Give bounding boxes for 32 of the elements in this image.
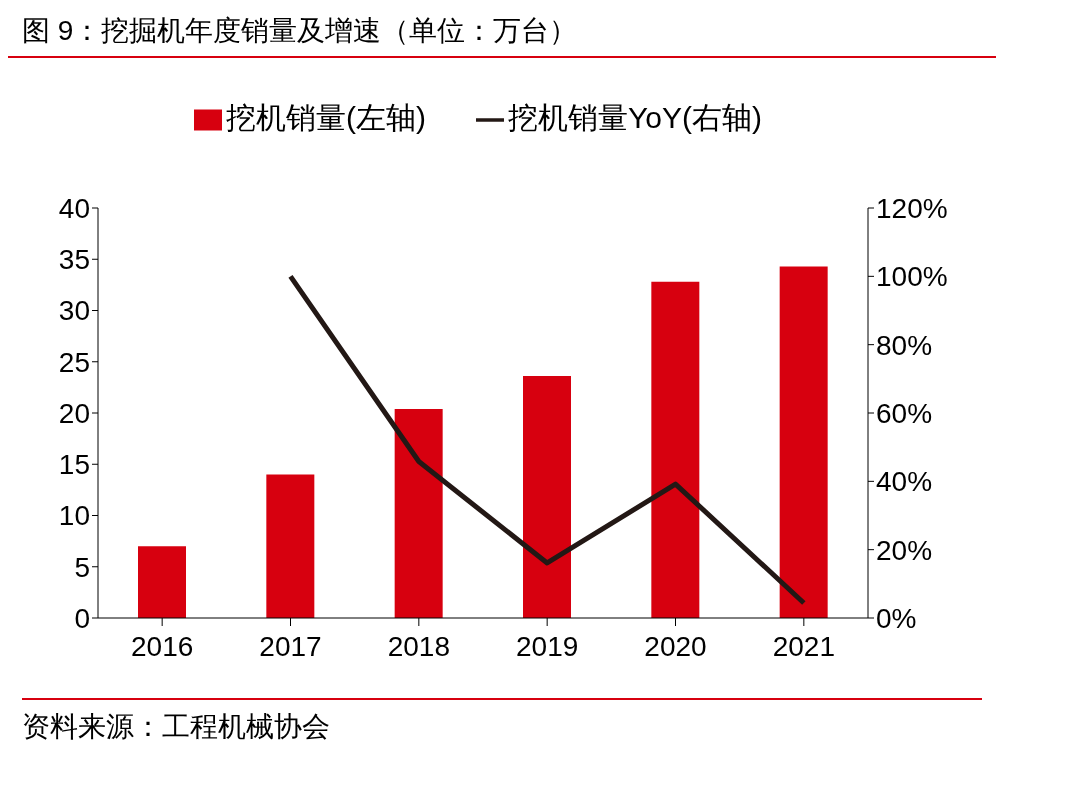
y-tick-label: 10 xyxy=(58,500,90,532)
bar xyxy=(394,408,443,618)
chart-title: 图 9：挖掘机年度销量及增速（单位：万台） xyxy=(8,8,996,58)
y-tick-label: 35 xyxy=(58,244,90,276)
x-tick-label: 2016 xyxy=(131,630,194,662)
y2-tick-label: 80% xyxy=(876,329,933,361)
y2-tick-label: 100% xyxy=(876,261,948,293)
x-tick-label: 2020 xyxy=(644,630,707,662)
x-tick-label: 2018 xyxy=(387,630,450,662)
x-tick-label: 2017 xyxy=(259,630,322,662)
y-tick-label: 5 xyxy=(74,551,90,583)
y2-tick-label: 20% xyxy=(876,534,933,566)
y-tick-label: 25 xyxy=(58,346,90,378)
bar xyxy=(523,376,571,618)
text: 资料来源：工程机械协会 xyxy=(22,710,331,744)
bar xyxy=(138,546,186,618)
bar xyxy=(779,266,828,618)
y2-tick-label: 0% xyxy=(876,602,917,634)
bar xyxy=(651,281,700,618)
legend-label: 挖机销量(左轴) xyxy=(226,101,427,134)
y2-tick-label: 120% xyxy=(876,192,948,224)
x-tick-label: 2019 xyxy=(516,630,579,662)
bar xyxy=(266,474,315,618)
y-tick-label: 15 xyxy=(58,449,90,481)
y-tick-label: 30 xyxy=(58,295,90,327)
y-tick-label: 0 xyxy=(74,602,90,634)
legend-label: 挖机销量YoY(右轴) xyxy=(508,101,762,134)
y2-tick-label: 40% xyxy=(876,466,933,498)
y2-tick-label: 60% xyxy=(876,397,933,429)
y-tick-label: 20 xyxy=(58,397,90,429)
x-tick-label: 2021 xyxy=(772,630,835,662)
y-tick-label: 40 xyxy=(58,192,90,224)
